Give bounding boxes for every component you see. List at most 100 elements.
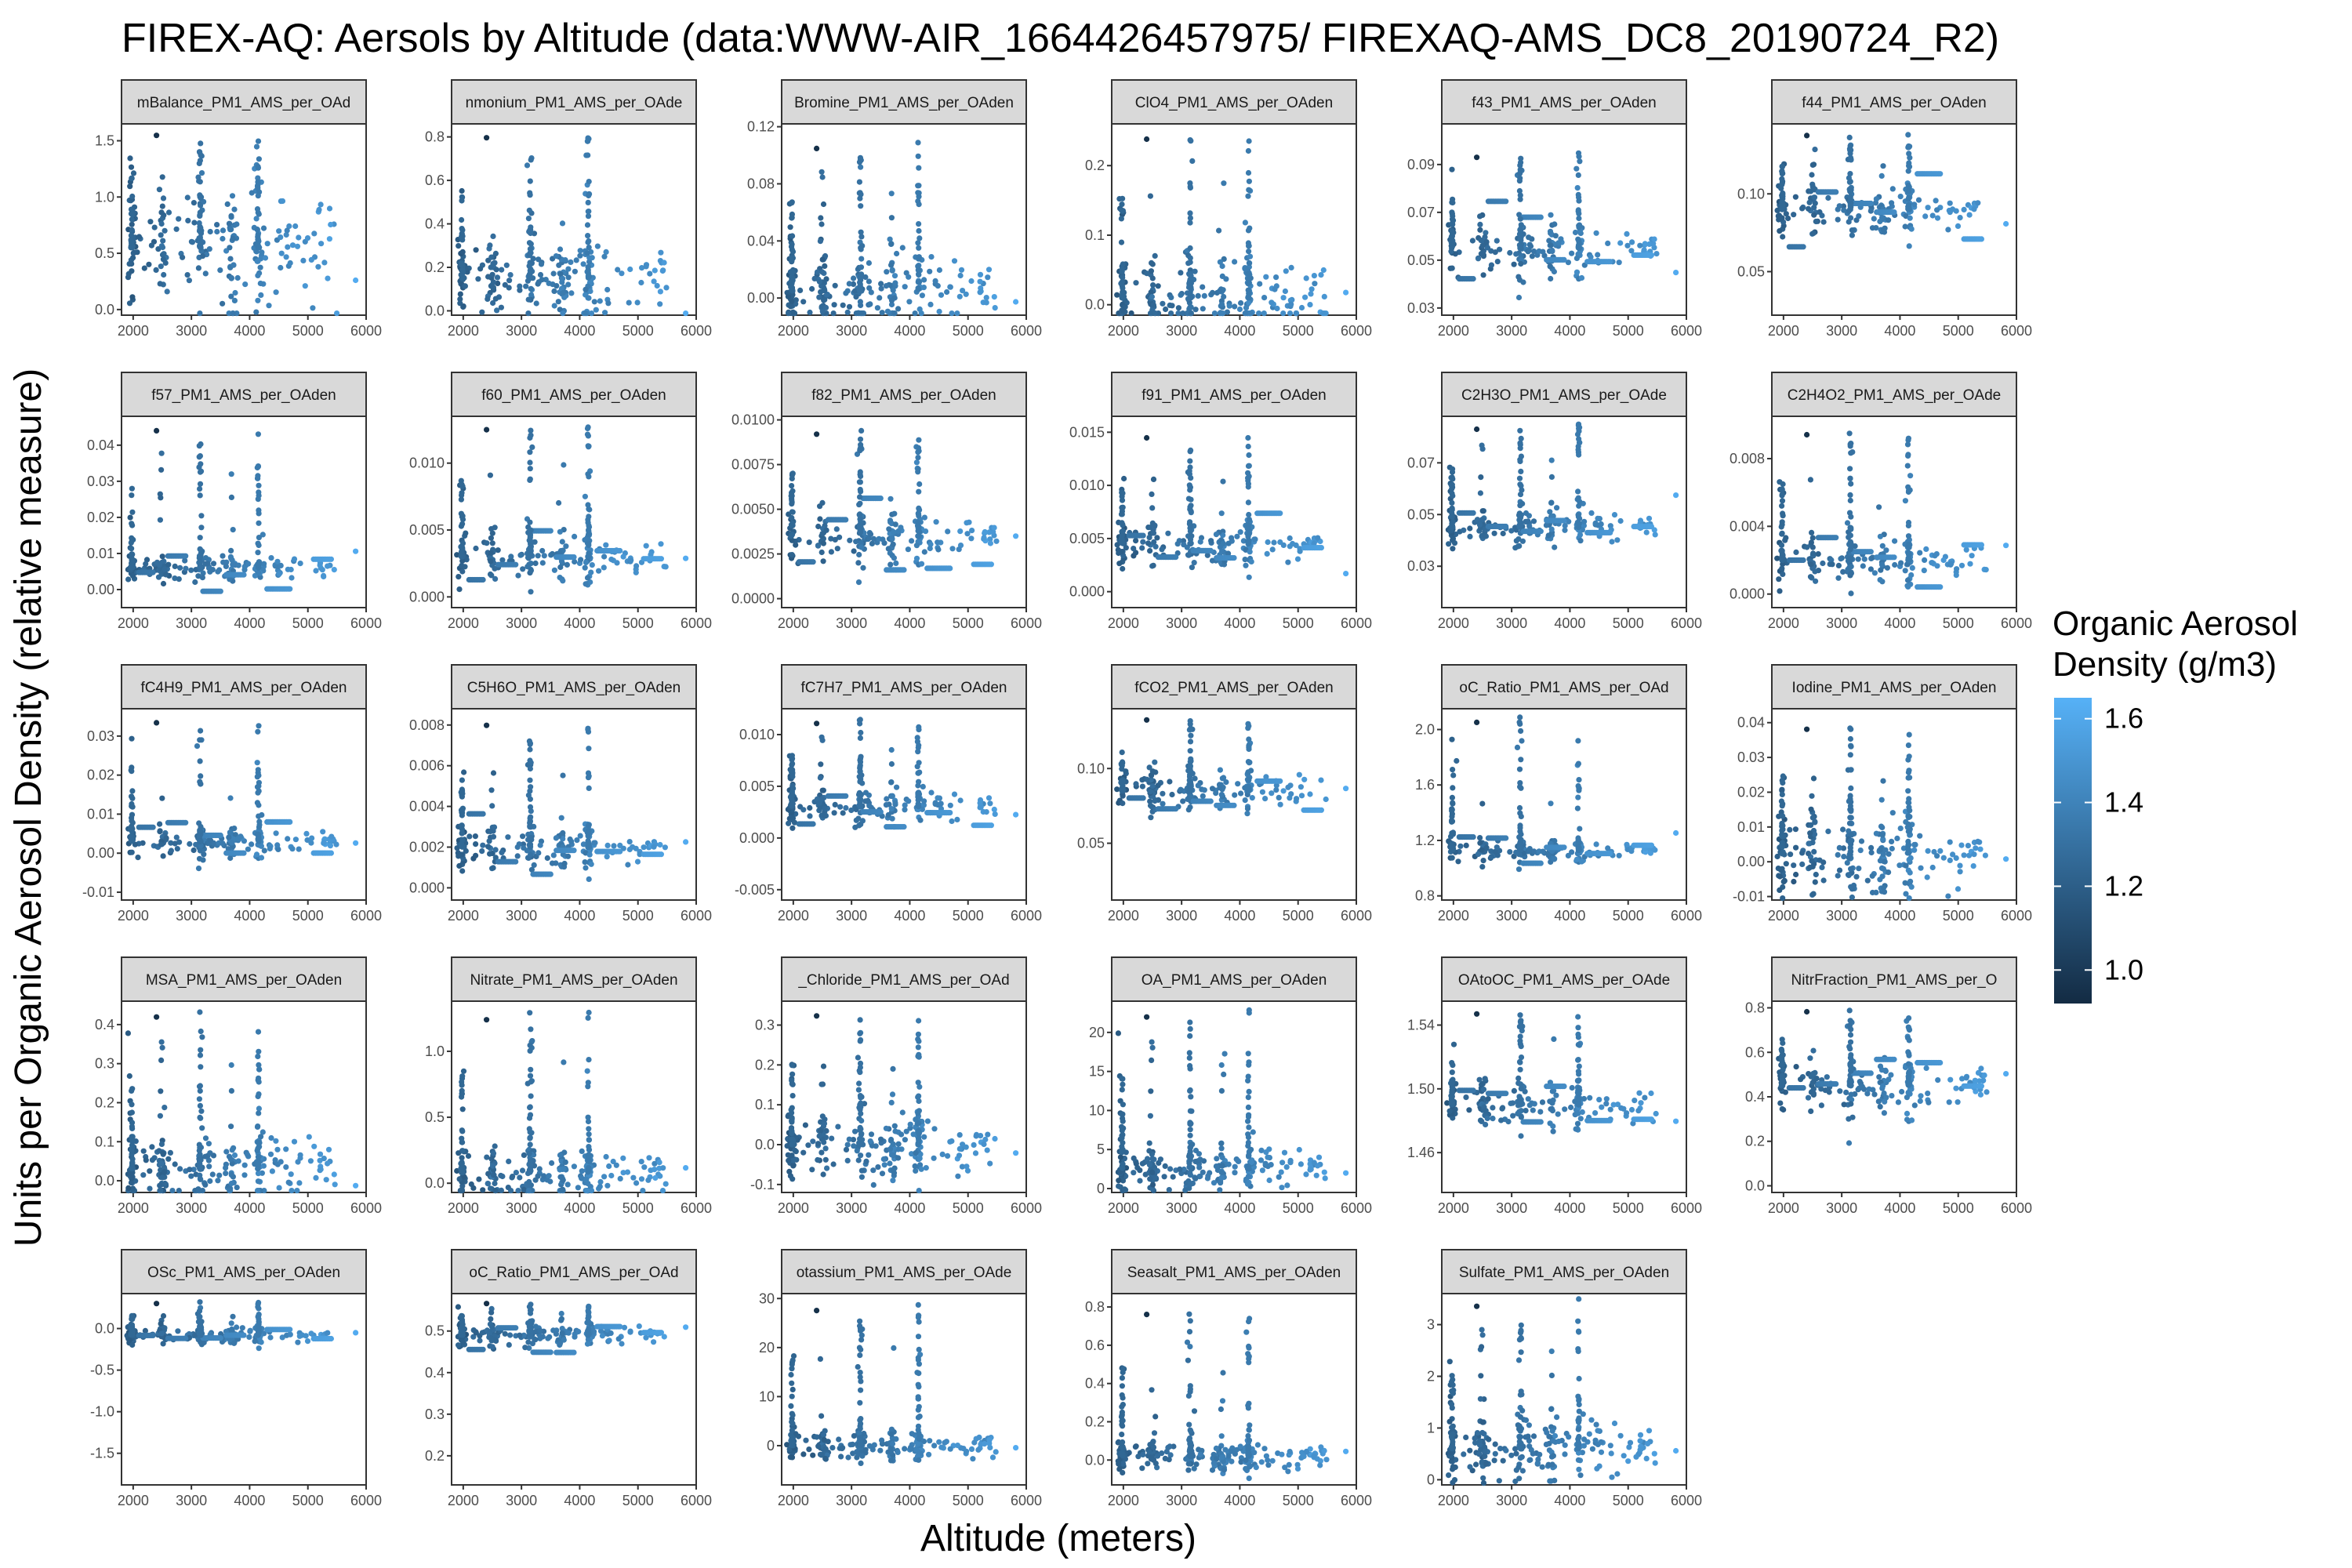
data-point bbox=[255, 258, 261, 264]
data-point bbox=[832, 536, 838, 543]
data-point bbox=[457, 291, 463, 297]
data-point bbox=[177, 564, 183, 571]
data-point bbox=[586, 245, 592, 251]
data-point bbox=[628, 557, 634, 564]
data-point bbox=[788, 533, 794, 539]
data-point bbox=[1978, 542, 1984, 548]
data-point bbox=[129, 546, 135, 552]
data-point bbox=[1246, 275, 1252, 281]
data-point bbox=[199, 575, 205, 581]
data-point bbox=[1119, 201, 1125, 208]
data-point bbox=[1848, 526, 1854, 532]
data-point bbox=[626, 839, 633, 845]
data-point bbox=[1119, 497, 1126, 503]
data-point bbox=[1779, 531, 1785, 537]
data-point bbox=[1825, 194, 1831, 201]
data-point bbox=[459, 546, 465, 553]
x-tick-label: 2000 bbox=[778, 323, 809, 339]
data-point bbox=[787, 224, 793, 230]
data-point bbox=[919, 292, 925, 299]
data-point bbox=[1150, 530, 1157, 536]
data-point bbox=[1548, 275, 1554, 282]
data-point bbox=[1246, 249, 1252, 255]
y-tick-label: 0.1 bbox=[1085, 227, 1105, 243]
data-point bbox=[202, 555, 209, 561]
data-point bbox=[1906, 183, 1912, 191]
data-point bbox=[987, 800, 993, 807]
data-point bbox=[130, 250, 136, 256]
data-point bbox=[560, 289, 566, 296]
data-point bbox=[789, 247, 796, 253]
data-point bbox=[128, 164, 135, 170]
data-point bbox=[214, 222, 220, 228]
data-point bbox=[196, 464, 202, 470]
data-point bbox=[153, 267, 159, 273]
data-point bbox=[159, 203, 165, 209]
data-point bbox=[328, 221, 334, 228]
data-point bbox=[256, 245, 263, 251]
data-point bbox=[1308, 286, 1315, 292]
x-tick-label: 3000 bbox=[836, 908, 867, 924]
x-tick-label: 3000 bbox=[176, 908, 207, 924]
data-point bbox=[1187, 210, 1193, 216]
data-point bbox=[1517, 456, 1523, 463]
data-point bbox=[1905, 519, 1912, 526]
data-point bbox=[1971, 206, 1977, 212]
data-point bbox=[183, 565, 189, 572]
data-point bbox=[1517, 427, 1523, 434]
data-point bbox=[1780, 571, 1786, 578]
data-point bbox=[209, 567, 216, 573]
plot-area bbox=[1111, 416, 1357, 608]
y-tick-label: 0.02 bbox=[87, 510, 114, 525]
data-point bbox=[1147, 548, 1153, 554]
data-point bbox=[1120, 521, 1126, 528]
data-point bbox=[1614, 537, 1621, 543]
x-tick-label: 5000 bbox=[1283, 323, 1314, 339]
data-point bbox=[920, 783, 926, 790]
data-point bbox=[198, 240, 204, 246]
data-point bbox=[1517, 244, 1523, 250]
data-point bbox=[1245, 477, 1251, 484]
data-point bbox=[326, 205, 333, 212]
data-point bbox=[551, 288, 557, 294]
data-point bbox=[819, 256, 826, 263]
y-tick-label: 0.09 bbox=[1407, 157, 1435, 172]
data-point bbox=[1808, 561, 1814, 568]
data-point bbox=[220, 227, 227, 234]
data-point bbox=[1293, 542, 1299, 549]
data-point bbox=[588, 310, 595, 317]
x-tick-label: 4000 bbox=[1884, 615, 1915, 631]
data-point bbox=[220, 840, 226, 847]
data-point bbox=[884, 796, 890, 802]
data-point bbox=[627, 266, 633, 273]
data-point bbox=[588, 569, 594, 575]
data-point bbox=[255, 463, 261, 470]
data-point bbox=[128, 238, 134, 244]
data-point bbox=[1307, 302, 1313, 308]
data-point bbox=[255, 496, 261, 503]
y-tick-label: 0.0050 bbox=[731, 502, 775, 517]
y-tick-label: 0.04 bbox=[747, 233, 775, 249]
data-point bbox=[1792, 194, 1798, 200]
data-point bbox=[1577, 158, 1583, 165]
data-point bbox=[852, 288, 858, 294]
x-tick-label: 2000 bbox=[1108, 615, 1139, 631]
data-point bbox=[858, 473, 864, 480]
data-point bbox=[1450, 492, 1456, 499]
data-point bbox=[985, 795, 993, 801]
data-point bbox=[192, 579, 198, 586]
data-point bbox=[843, 517, 849, 523]
data-point bbox=[577, 248, 583, 254]
data-point bbox=[1575, 236, 1581, 242]
data-point bbox=[159, 554, 165, 560]
data-point bbox=[1187, 541, 1194, 547]
data-point bbox=[490, 285, 497, 291]
data-point bbox=[866, 260, 872, 267]
data-point bbox=[586, 506, 593, 513]
data-point bbox=[905, 546, 911, 553]
data-point bbox=[1575, 448, 1581, 456]
data-point bbox=[161, 251, 167, 257]
data-point bbox=[1343, 571, 1349, 577]
data-point bbox=[577, 252, 583, 259]
data-point bbox=[658, 851, 665, 858]
